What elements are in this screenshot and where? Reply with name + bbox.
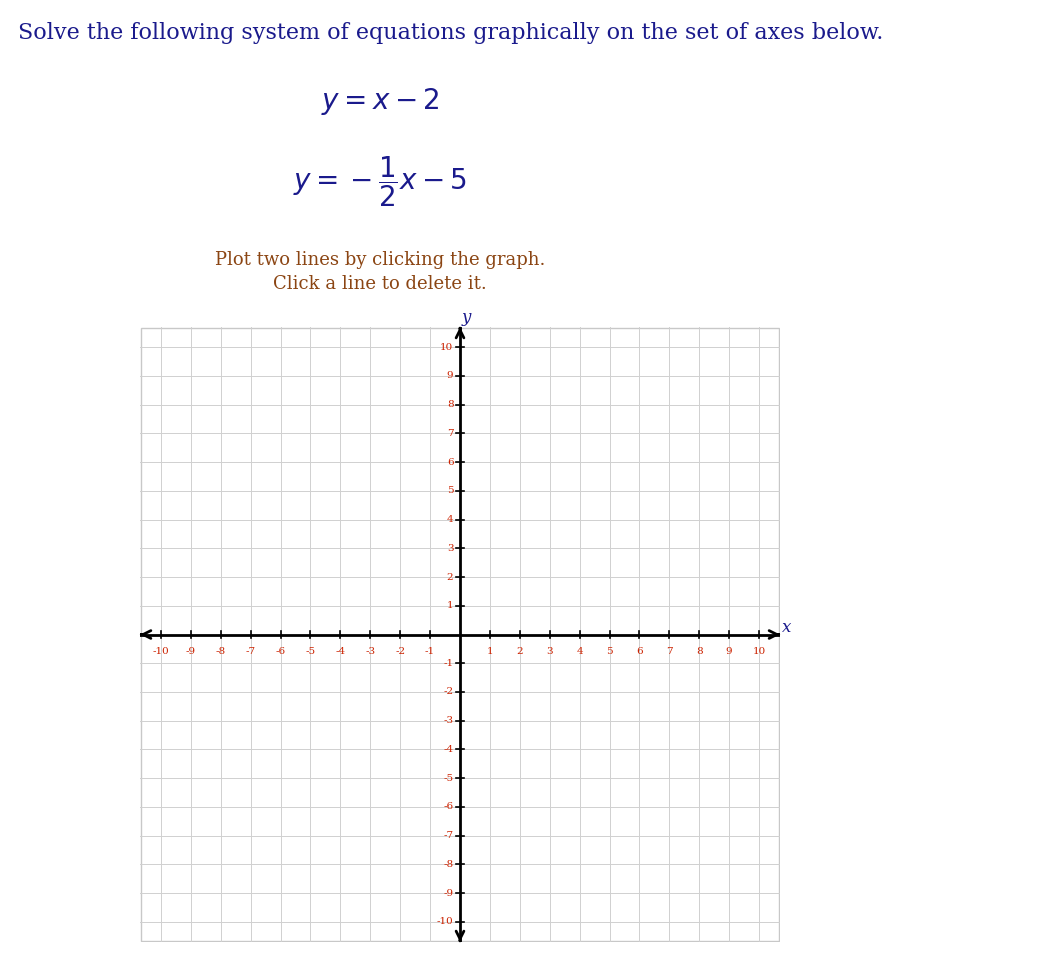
Text: 4: 4 [576,646,583,655]
Text: 8: 8 [695,646,703,655]
Text: -9: -9 [186,646,196,655]
Text: 2: 2 [446,573,454,581]
Text: $y = -\dfrac{1}{2}x - 5$: $y = -\dfrac{1}{2}x - 5$ [293,155,467,209]
Text: 6: 6 [636,646,643,655]
Text: x: x [782,619,791,636]
Text: Solve the following system of equations graphically on the set of axes below.: Solve the following system of equations … [18,22,883,44]
Text: $y = x - 2$: $y = x - 2$ [321,87,439,118]
Text: 5: 5 [446,486,454,496]
Text: y: y [462,308,471,326]
Text: -5: -5 [305,646,316,655]
Text: -6: -6 [443,803,454,812]
Text: -10: -10 [437,918,454,926]
Text: 10: 10 [753,646,766,655]
Text: -3: -3 [443,716,454,725]
Text: -5: -5 [443,774,454,782]
Text: 10: 10 [440,342,454,352]
Text: 3: 3 [446,543,454,553]
Text: 9: 9 [726,646,733,655]
Text: -4: -4 [335,646,346,655]
Text: -2: -2 [443,687,454,697]
Text: 4: 4 [446,515,454,524]
Text: 5: 5 [606,646,612,655]
Text: 9: 9 [446,371,454,380]
Text: 1: 1 [487,646,493,655]
Text: 8: 8 [446,400,454,409]
Text: -9: -9 [443,888,454,898]
Text: -7: -7 [443,831,454,840]
Text: -7: -7 [246,646,255,655]
Text: -1: -1 [425,646,435,655]
Text: -2: -2 [395,646,405,655]
Text: 7: 7 [446,429,454,437]
Text: 2: 2 [517,646,523,655]
Text: Plot two lines by clicking the graph.: Plot two lines by clicking the graph. [215,251,545,269]
Text: 7: 7 [666,646,673,655]
Text: -8: -8 [443,860,454,869]
Text: -8: -8 [216,646,226,655]
Text: -6: -6 [275,646,285,655]
Text: 1: 1 [446,602,454,610]
Text: -10: -10 [153,646,169,655]
Text: 6: 6 [446,458,454,467]
Text: -3: -3 [365,646,376,655]
Text: 3: 3 [546,646,553,655]
Text: Click a line to delete it.: Click a line to delete it. [273,275,487,293]
Text: -4: -4 [443,745,454,754]
Text: -1: -1 [443,659,454,668]
